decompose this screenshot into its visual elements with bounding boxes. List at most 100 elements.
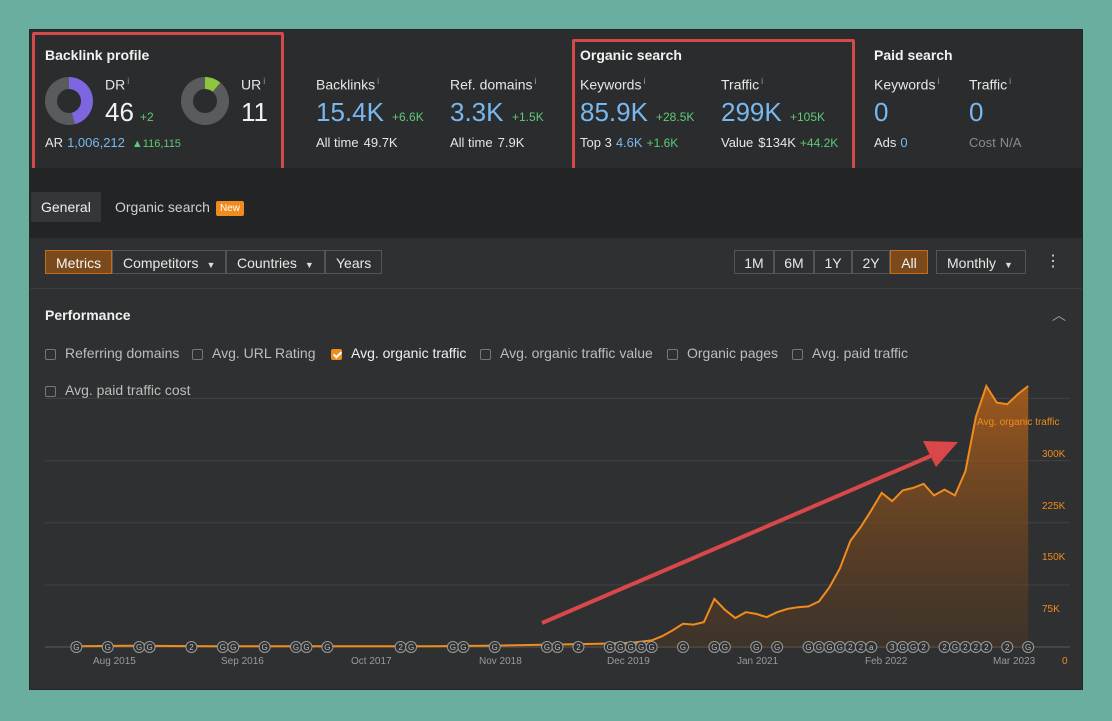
annotation-marker[interactable]: G: [896, 641, 909, 653]
y-tick-label: 300K: [1042, 449, 1066, 460]
dr-label[interactable]: DR i: [105, 76, 130, 93]
annotation-marker[interactable]: G: [645, 641, 658, 653]
svg-text:2: 2: [848, 643, 853, 652]
svg-text:G: G: [324, 643, 330, 652]
annotation-marker[interactable]: G: [541, 641, 554, 653]
organic-keywords-label[interactable]: Keywords i: [580, 76, 646, 93]
annotation-marker[interactable]: G: [446, 641, 459, 653]
annotation-marker[interactable]: G: [948, 641, 961, 653]
range-all-button[interactable]: All: [890, 250, 928, 274]
annotation-marker[interactable]: G: [488, 641, 501, 653]
annotation-marker[interactable]: G: [624, 641, 637, 653]
paid-traffic-label[interactable]: Traffic i: [969, 76, 1012, 93]
interval-dropdown[interactable]: Monthly ▼: [936, 250, 1026, 274]
annotation-marker[interactable]: G: [457, 641, 470, 653]
organic-traffic-label[interactable]: Traffic i: [721, 76, 764, 93]
annotation-marker[interactable]: G: [321, 641, 334, 653]
annotation-marker[interactable]: 2: [572, 641, 585, 653]
backlinks-value[interactable]: 15.4K: [316, 97, 384, 127]
annotation-marker[interactable]: G: [614, 641, 627, 653]
svg-text:2: 2: [859, 643, 864, 652]
years-button[interactable]: Years: [325, 250, 382, 274]
checkbox-icon: [192, 349, 203, 360]
annotation-marker[interactable]: 2: [1001, 641, 1014, 653]
annotation-marker[interactable]: G: [750, 641, 763, 653]
annotation-marker[interactable]: G: [405, 641, 418, 653]
ref-domains-value[interactable]: 3.3K: [450, 97, 504, 127]
checkbox-referring-domains[interactable]: Referring domains: [45, 344, 179, 362]
paid-ads-row: Ads 0: [874, 135, 908, 150]
annotation-marker[interactable]: G: [907, 641, 920, 653]
range-1m-button[interactable]: 1M: [734, 250, 774, 274]
range-2y-button[interactable]: 2Y: [852, 250, 890, 274]
annotation-marker[interactable]: G: [603, 641, 616, 653]
annotation-marker[interactable]: G: [70, 641, 83, 653]
annotation-marker[interactable]: G: [802, 641, 815, 653]
annotation-marker[interactable]: 2: [938, 641, 951, 653]
annotation-marker[interactable]: G: [823, 641, 836, 653]
annotation-marker[interactable]: G: [708, 641, 721, 653]
annotation-marker[interactable]: G: [718, 641, 731, 653]
tab-organic-search[interactable]: Organic search New: [105, 192, 254, 222]
annotation-marker[interactable]: G: [812, 641, 825, 653]
checkbox-avg-paid-traffic[interactable]: Avg. paid traffic: [792, 344, 908, 362]
annotation-marker[interactable]: 2: [394, 641, 407, 653]
svg-text:2: 2: [963, 643, 968, 652]
checkbox-avg-url-rating[interactable]: Avg. URL Rating: [192, 344, 316, 362]
chevron-up-icon[interactable]: ︿: [1052, 307, 1066, 323]
annotation-marker[interactable]: G: [101, 641, 114, 653]
checkbox-avg-organic-traffic[interactable]: Avg. organic traffic: [331, 344, 466, 362]
svg-text:2: 2: [974, 643, 979, 652]
backlinks-label[interactable]: Backlinks i: [316, 76, 380, 93]
annotation-marker[interactable]: 3: [886, 641, 899, 653]
range-1y-button[interactable]: 1Y: [814, 250, 852, 274]
annotation-marker[interactable]: 2: [854, 641, 867, 653]
range-6m-button[interactable]: 6M: [774, 250, 814, 274]
ref-domains-label[interactable]: Ref. domains i: [450, 76, 537, 93]
tab-general[interactable]: General: [31, 192, 101, 222]
annotation-marker[interactable]: 2: [980, 641, 993, 653]
svg-text:2: 2: [921, 643, 926, 652]
paid-traffic-value[interactable]: 0: [969, 97, 984, 127]
annotation-marker[interactable]: G: [258, 641, 271, 653]
paid-keywords-value[interactable]: 0: [874, 97, 889, 127]
checkbox-avg-organic-traffic-value[interactable]: Avg. organic traffic value: [480, 344, 653, 362]
annotation-marker[interactable]: 2: [917, 641, 930, 653]
annotation-marker[interactable]: G: [677, 641, 690, 653]
annotation-marker[interactable]: G: [1022, 641, 1035, 653]
annotation-marker[interactable]: G: [551, 641, 564, 653]
svg-text:G: G: [722, 643, 728, 652]
ur-label[interactable]: UR i: [241, 76, 266, 93]
annotation-marker[interactable]: 2: [844, 641, 857, 653]
svg-text:G: G: [628, 643, 634, 652]
annotation-marker[interactable]: G: [771, 641, 784, 653]
svg-text:G: G: [617, 643, 623, 652]
checkbox-organic-pages[interactable]: Organic pages: [667, 344, 778, 362]
annotation-marker[interactable]: G: [635, 641, 648, 653]
annotation-marker[interactable]: a: [865, 641, 878, 653]
competitors-dropdown[interactable]: Competitors ▼: [112, 250, 226, 274]
annotation-marker[interactable]: G: [300, 641, 313, 653]
annotation-marker[interactable]: G: [290, 641, 303, 653]
annotation-marker[interactable]: G: [227, 641, 240, 653]
paid-keywords-label[interactable]: Keywords i: [874, 76, 940, 93]
annotation-marker[interactable]: 2: [959, 641, 972, 653]
annotation-marker[interactable]: 2: [185, 641, 198, 653]
organic-traffic-delta: +105K: [790, 110, 826, 124]
annotation-marker[interactable]: G: [143, 641, 156, 653]
new-badge: New: [215, 201, 244, 216]
annotation-marker[interactable]: 2: [969, 641, 982, 653]
organic-traffic-value[interactable]: 299K: [721, 97, 782, 127]
organic-keywords-value[interactable]: 85.9K: [580, 97, 648, 127]
annotation-marker[interactable]: G: [133, 641, 146, 653]
svg-text:G: G: [544, 643, 550, 652]
metrics-button[interactable]: Metrics: [45, 250, 112, 274]
annotation-marker[interactable]: G: [833, 641, 846, 653]
checkbox-avg-paid-traffic-cost[interactable]: Avg. paid traffic cost: [45, 381, 191, 399]
annotation-marker[interactable]: G: [216, 641, 229, 653]
ar-value[interactable]: 1,006,212: [67, 135, 125, 150]
svg-text:G: G: [230, 643, 236, 652]
countries-dropdown[interactable]: Countries ▼: [226, 250, 325, 274]
svg-text:G: G: [753, 643, 759, 652]
